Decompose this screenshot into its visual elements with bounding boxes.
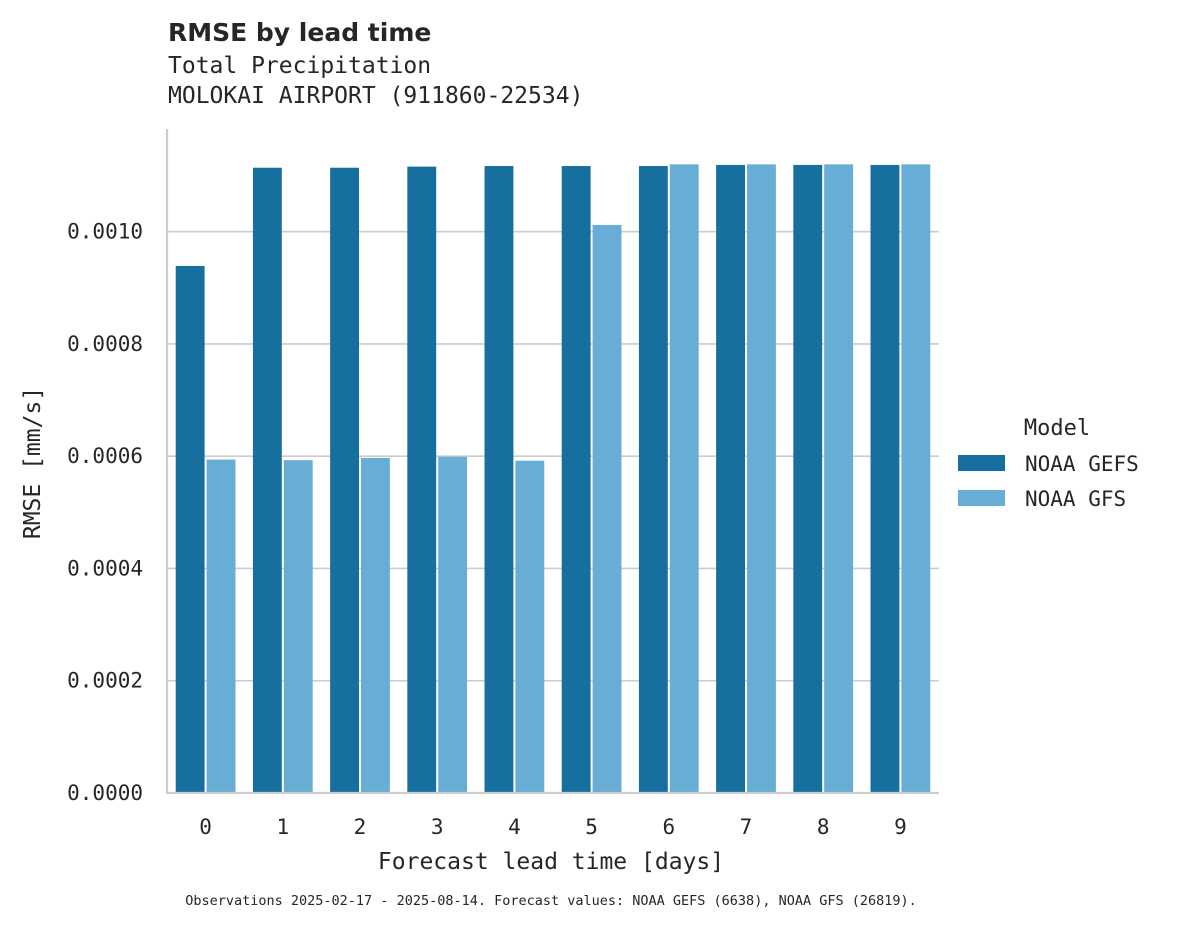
x-axis-label: Forecast lead time [days] — [378, 849, 724, 875]
x-tick-label: 2 — [354, 815, 367, 839]
y-tick-labels: 0.0000 0.0002 0.0004 0.0006 0.0008 0.0010 — [67, 220, 143, 805]
x-tick-label: 1 — [276, 815, 289, 839]
bar-noaa-gefs-lead-0 — [175, 265, 205, 794]
bar-noaa-gefs-lead-2 — [330, 167, 359, 794]
y-tick-label: 0.0002 — [67, 669, 143, 693]
x-tick-label: 5 — [585, 815, 598, 839]
y-axis-label: RMSE [mm/s] — [20, 387, 46, 539]
bar-noaa-gefs-lead-7 — [716, 164, 745, 793]
x-tick-label: 4 — [508, 815, 521, 839]
bar-noaa-gfs-lead-7 — [747, 164, 776, 793]
legend-swatch-noaa-gfs — [958, 490, 1005, 506]
bar-noaa-gfs-lead-9 — [901, 164, 931, 793]
x-tick-label: 0 — [199, 815, 212, 839]
x-tick-labels: 0 1 2 3 4 5 6 7 8 9 — [199, 815, 906, 839]
x-tick-label: 9 — [894, 815, 907, 839]
legend-swatch-noaa-gefs — [958, 455, 1005, 471]
bar-noaa-gefs-lead-4 — [484, 166, 514, 793]
y-tick-label: 0.0010 — [67, 220, 143, 244]
x-tick-label: 7 — [740, 815, 753, 839]
bar-noaa-gefs-lead-1 — [252, 167, 282, 794]
legend-label-noaa-gfs: NOAA GFS — [1025, 487, 1126, 511]
bar-noaa-gfs-lead-2 — [361, 457, 390, 793]
chart-subtitle-station: MOLOKAI AIRPORT (911860-22534) — [168, 83, 583, 109]
footnote: Observations 2025-02-17 - 2025-08-14. Fo… — [185, 893, 917, 909]
x-tick-label: 6 — [662, 815, 675, 839]
bar-noaa-gfs-lead-8 — [824, 164, 854, 793]
x-tick-label: 8 — [817, 815, 830, 839]
bar-noaa-gfs-lead-4 — [515, 460, 545, 793]
y-tick-label: 0.0006 — [67, 444, 143, 468]
bar-noaa-gfs-lead-1 — [283, 460, 313, 793]
x-tick-label: 3 — [431, 815, 444, 839]
chart-subtitle-variable: Total Precipitation — [168, 53, 431, 79]
bar-noaa-gefs-lead-6 — [638, 166, 668, 793]
bar-noaa-gfs-lead-0 — [206, 459, 236, 793]
bar-noaa-gefs-lead-5 — [561, 166, 591, 793]
y-tick-label: 0.0008 — [67, 332, 143, 356]
gridlines — [167, 230, 939, 682]
bar-noaa-gfs-lead-6 — [669, 164, 699, 793]
bar-noaa-gfs-lead-5 — [592, 224, 622, 793]
chart-title: RMSE by lead time — [168, 18, 431, 47]
legend: Model NOAA GEFS NOAA GFS — [958, 416, 1139, 511]
legend-label-noaa-gefs: NOAA GEFS — [1025, 452, 1139, 476]
bar-noaa-gefs-lead-8 — [793, 164, 823, 793]
bar-noaa-gefs-lead-9 — [870, 164, 900, 793]
y-tick-label: 0.0004 — [67, 556, 143, 580]
bar-noaa-gefs-lead-3 — [407, 166, 437, 793]
bars — [175, 164, 931, 794]
legend-title: Model — [1024, 416, 1090, 441]
y-tick-label: 0.0000 — [67, 781, 143, 805]
bar-noaa-gfs-lead-3 — [438, 456, 468, 793]
